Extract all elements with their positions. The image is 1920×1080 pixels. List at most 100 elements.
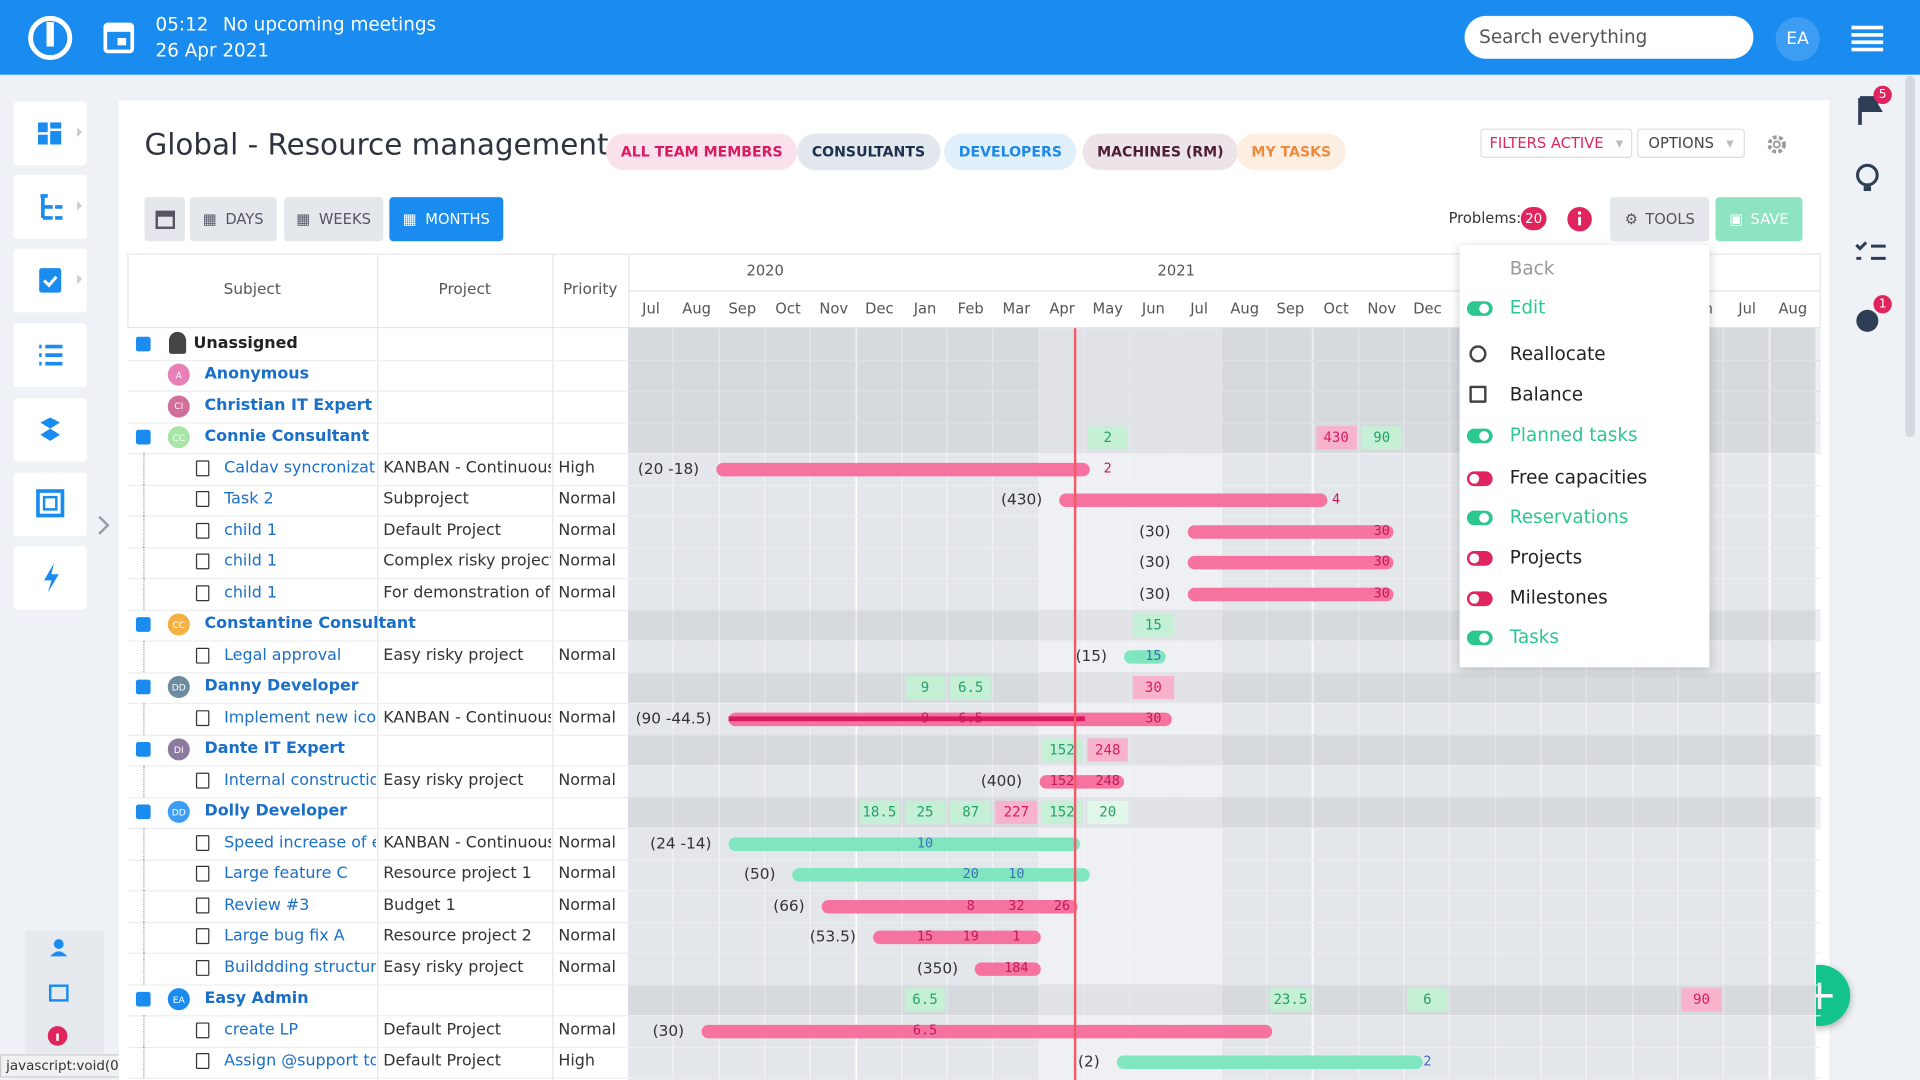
task-subject[interactable]: Task 2 [224, 490, 274, 509]
column-divider [377, 253, 379, 1080]
expand-toggle[interactable] [135, 804, 151, 820]
filter-tab[interactable]: DEVELOPERS [944, 133, 1077, 171]
task-bar [792, 868, 1090, 882]
expand-toggle[interactable] [135, 679, 151, 695]
menu-icon[interactable] [1851, 24, 1884, 52]
view-button[interactable]: ▦ MONTHS [389, 197, 504, 242]
toggle-knob [1469, 593, 1480, 604]
group-name[interactable]: Danny Developer [204, 677, 359, 696]
menu-item[interactable]: Free capacities [1509, 466, 1648, 489]
group-name[interactable]: Anonymous [204, 365, 310, 384]
menu-item[interactable]: Reservations [1509, 505, 1629, 528]
group-name[interactable]: Connie Consultant [204, 427, 370, 447]
nav-resources[interactable] [13, 472, 87, 537]
task-subject[interactable]: Implement new icon: [224, 708, 376, 728]
menu-back[interactable]: Back [1509, 257, 1555, 280]
scrollbar[interactable] [1905, 75, 1916, 438]
bar-label: 15 [916, 928, 934, 945]
month-label: Apr [1049, 300, 1075, 318]
month-label: Jul [642, 300, 660, 318]
month-label: Aug [1230, 300, 1260, 318]
settings-icon[interactable] [1764, 132, 1788, 156]
task-subject[interactable]: create LP [224, 1020, 299, 1040]
filter-tab[interactable]: MY TASKS [1236, 133, 1346, 171]
group-name[interactable]: Dolly Developer [204, 802, 348, 821]
calendar-icon[interactable] [103, 20, 135, 54]
task-subject[interactable]: Speed increase of ex [224, 833, 376, 852]
filters-button[interactable]: FILTERS ACTIVE ▾ [1480, 128, 1633, 158]
group-name[interactable]: Constantine Consultant [204, 615, 416, 634]
problems-count[interactable]: 20 [1520, 206, 1547, 231]
nav-list[interactable] [13, 323, 87, 387]
filter-tab[interactable]: ALL TEAM MEMBERS [606, 133, 798, 171]
group-name[interactable]: Easy Admin [204, 989, 309, 1009]
options-button[interactable]: OPTIONS ▾ [1637, 128, 1745, 158]
task-subject[interactable]: Caldav syncronizatio [224, 458, 376, 478]
allocation-cell: 2 [1087, 425, 1129, 450]
menu-item[interactable]: Tasks [1509, 625, 1560, 648]
group-name[interactable]: Christian IT Expert [204, 396, 373, 415]
tree-line [143, 890, 145, 922]
nav-dashboard[interactable] [13, 101, 87, 166]
task-subject[interactable]: Large feature C [224, 864, 348, 884]
nav-dropbox[interactable] [13, 397, 87, 462]
offset-label: (2) [1078, 1052, 1100, 1071]
nav-tasks[interactable] [13, 248, 87, 313]
save-button[interactable]: ▣ SAVE [1715, 197, 1803, 242]
sidebar-bottom-icons[interactable] [44, 937, 71, 1047]
group-row-shade [628, 734, 1821, 766]
filter-tab[interactable]: CONSULTANTS [797, 133, 940, 171]
task-subject[interactable]: Internal construction [224, 771, 376, 790]
user-avatar[interactable]: EA [1775, 17, 1820, 62]
expand-toggle[interactable] [135, 742, 151, 758]
group-name[interactable]: Unassigned [193, 333, 298, 353]
task-subject[interactable]: child 1 [224, 552, 278, 571]
filter-tab[interactable]: MACHINES (RM) [1082, 133, 1239, 171]
expand-toggle[interactable] [135, 992, 151, 1007]
nav-actions[interactable] [13, 546, 87, 610]
allocation-cell: 227 [995, 800, 1037, 825]
logo[interactable] [27, 15, 74, 62]
view-button[interactable]: ▦ DAYS [189, 197, 277, 242]
view-calendar[interactable] [144, 197, 185, 242]
month-label: Aug [682, 300, 712, 318]
expand-toggle[interactable] [135, 617, 151, 633]
task-bar [1187, 525, 1394, 539]
task-project: Resource project 1 [383, 864, 532, 884]
allocation-cell: 430 [1315, 425, 1357, 450]
info-icon[interactable] [1566, 206, 1593, 233]
expand-toggle[interactable] [135, 430, 151, 445]
task-priority: High [558, 1052, 595, 1071]
menu-item[interactable]: Projects [1509, 546, 1583, 569]
group-name[interactable]: Dante IT Expert [204, 739, 345, 759]
menu-item[interactable]: Edit [1509, 296, 1546, 319]
menu-item[interactable]: Balance [1509, 383, 1584, 406]
nav-projects[interactable] [13, 175, 87, 239]
task-subject[interactable]: Assign @support to : [224, 1052, 376, 1071]
bar-label: 32 [1008, 897, 1025, 914]
task-subject[interactable]: Large bug fix A [224, 927, 345, 946]
bar-label: 2 [1423, 1053, 1432, 1070]
tools-button[interactable]: ⚙ TOOLS [1610, 197, 1710, 242]
view-button[interactable]: ▦ WEEKS [284, 197, 384, 242]
task-subject[interactable]: child 1 [224, 583, 278, 603]
menu-item[interactable]: Planned tasks [1509, 423, 1638, 446]
task-bar-overdue [728, 716, 1085, 721]
expand-toggle[interactable] [135, 336, 151, 352]
search-box[interactable] [1464, 15, 1754, 59]
sidebar-expand[interactable] [96, 514, 113, 536]
row-divider [127, 890, 1821, 892]
task-project: KANBAN - Continuous [383, 708, 552, 728]
task-subject[interactable]: child 1 [224, 521, 278, 540]
task-subject[interactable]: Builddding structure [224, 958, 376, 977]
date: 26 Apr 2021 [155, 39, 270, 62]
meetings[interactable]: No upcoming meetings [222, 13, 437, 36]
month-label: Nov [1367, 300, 1397, 318]
right-rail-icons[interactable] [1849, 83, 1898, 340]
task-subject[interactable]: Review #3 [224, 896, 310, 915]
menu-item[interactable]: Milestones [1509, 586, 1608, 609]
menu-item[interactable]: Reallocate [1509, 342, 1606, 365]
save-label: SAVE [1750, 210, 1789, 228]
avatar: CI [167, 395, 190, 418]
task-subject[interactable]: Legal approval [224, 646, 342, 665]
